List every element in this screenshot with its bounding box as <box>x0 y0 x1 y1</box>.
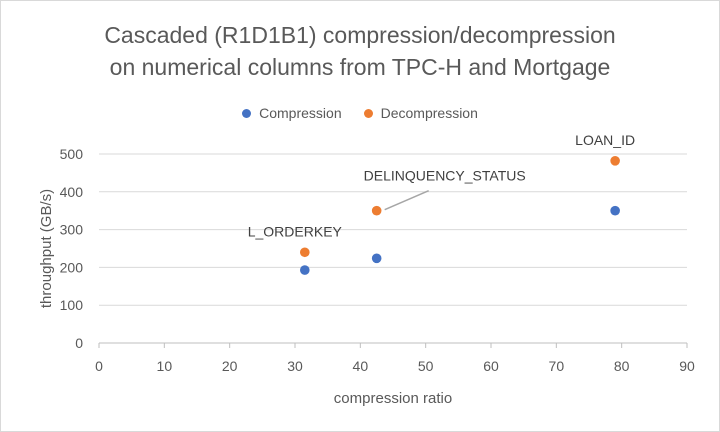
x-tick-label: 90 <box>679 358 695 374</box>
legend-marker-compression <box>242 108 252 118</box>
chart-title: Cascaded (R1D1B1) compression/decompress… <box>1 19 719 83</box>
y-axis-title: throughput (GB/s) <box>38 189 55 308</box>
y-tick-label: 500 <box>60 146 84 162</box>
data-points <box>300 156 620 275</box>
data-point-compression-2 <box>371 253 382 264</box>
y-tick-label: 200 <box>60 259 84 275</box>
data-annotations: L_ORDERKEY DELINQUENCY_STATUS LOAN_ID <box>248 132 635 239</box>
legend-label-compression: Compression <box>259 105 342 121</box>
x-tick-label: 60 <box>483 358 499 374</box>
x-tick-label: 30 <box>287 358 303 374</box>
x-tick-label: 20 <box>222 358 238 374</box>
annotation-label: LOAN_ID <box>575 132 635 148</box>
legend-item-compression: Compression <box>242 105 342 121</box>
x-tick-label: 80 <box>614 358 630 374</box>
x-tick-labels: 0 10 20 30 40 50 60 70 80 90 <box>95 358 695 374</box>
y-tick-label: 300 <box>60 222 84 238</box>
data-point-decompression-2 <box>371 205 382 216</box>
y-tick-label: 100 <box>60 297 84 313</box>
data-point-decompression-1 <box>300 247 310 258</box>
chart-title-line-1: Cascaded (R1D1B1) compression/decompress… <box>104 22 616 48</box>
data-point-compression-1 <box>300 265 310 275</box>
chart-title-line-2: on numerical columns from TPC-H and Mort… <box>109 54 611 80</box>
x-tick-label: 50 <box>418 358 434 374</box>
annotation-leader-lines <box>384 190 429 211</box>
data-point-compression-3 <box>610 205 620 216</box>
x-axis-title: compression ratio <box>334 390 452 407</box>
legend-item-decompression: Decompression <box>363 105 478 121</box>
annotation-label: L_ORDERKEY <box>248 223 343 239</box>
annotation-label: DELINQUENCY_STATUS <box>364 168 526 184</box>
x-tick-label: 70 <box>549 358 565 374</box>
legend: Compression Decompression <box>1 105 719 121</box>
x-tick-label: 0 <box>95 358 103 374</box>
y-tick-labels: 0 100 200 300 400 500 <box>60 146 84 351</box>
legend-label-decompression: Decompression <box>380 105 478 121</box>
x-tick-label: 40 <box>353 358 369 374</box>
y-tick-label: 0 <box>75 335 83 351</box>
axes <box>98 342 688 348</box>
x-tick-label: 10 <box>157 358 173 374</box>
gridlines <box>99 153 687 306</box>
legend-marker-decompression <box>363 108 373 118</box>
data-point-decompression-3 <box>610 156 620 166</box>
annotation-leader-line <box>384 190 429 211</box>
y-tick-label: 400 <box>60 184 84 200</box>
